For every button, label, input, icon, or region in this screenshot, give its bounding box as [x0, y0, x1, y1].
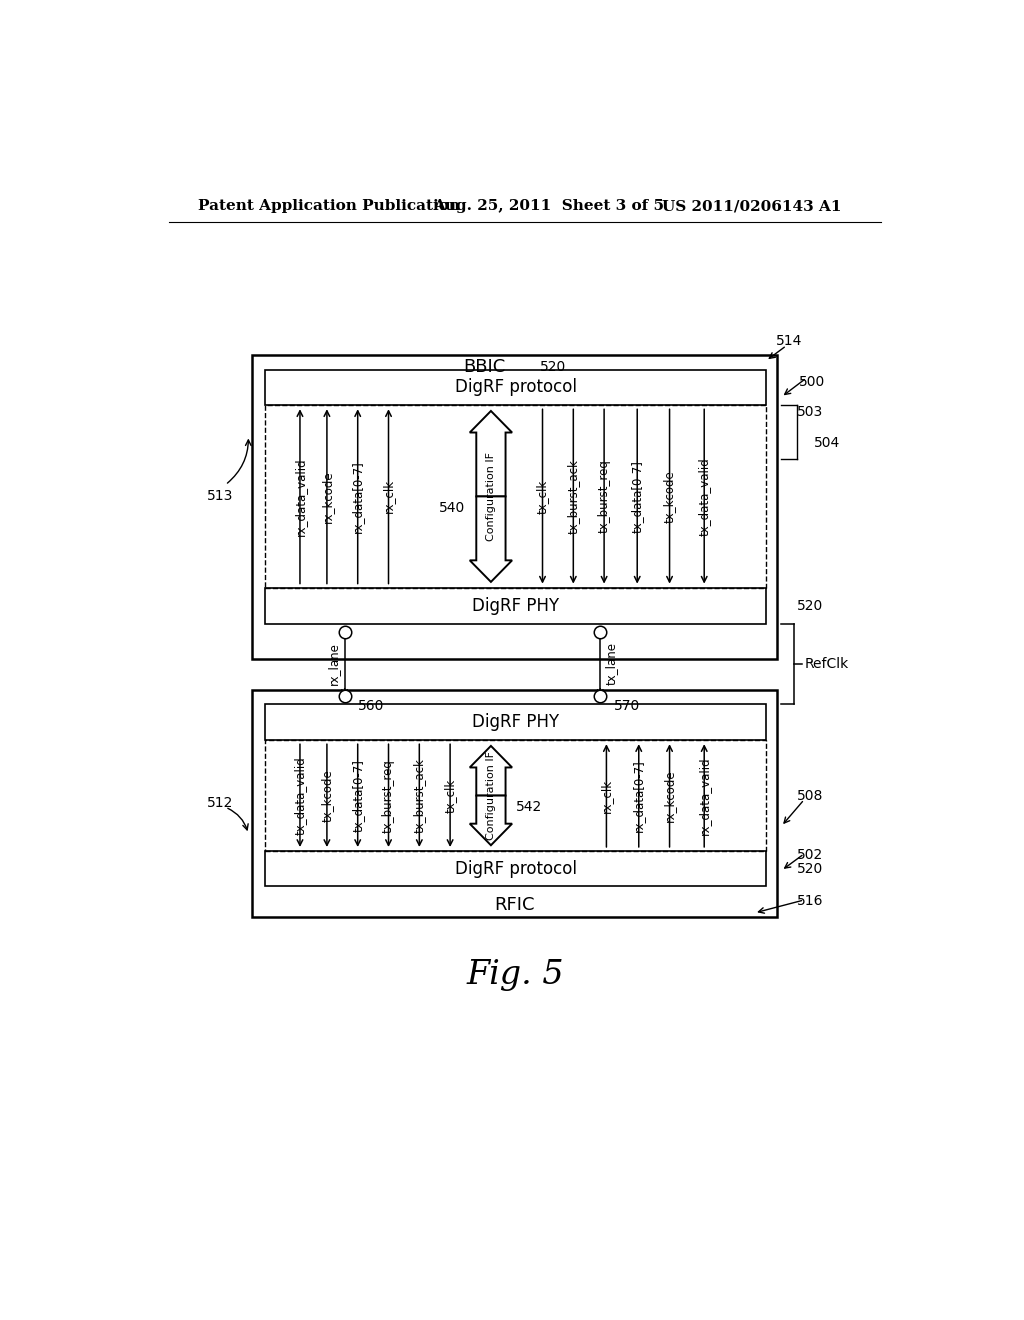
Text: 520: 520	[797, 862, 823, 875]
Text: tx_data_valid: tx_data_valid	[697, 457, 711, 536]
Text: rx_data[0-7]: rx_data[0-7]	[632, 759, 645, 832]
Text: 514: 514	[776, 334, 802, 348]
Polygon shape	[470, 411, 512, 496]
Bar	[265, 739, 766, 851]
Text: BBIC: BBIC	[463, 358, 505, 376]
Text: 508: 508	[797, 788, 823, 803]
Bar	[265, 589, 766, 624]
Text: 500: 500	[799, 375, 825, 388]
Text: DigRF protocol: DigRF protocol	[455, 379, 577, 396]
Text: 520: 520	[541, 360, 566, 374]
Text: tx_data_valid: tx_data_valid	[294, 756, 306, 836]
Text: tx_kcode: tx_kcode	[321, 770, 334, 822]
Text: 513: 513	[207, 490, 233, 503]
Text: tx_burst_ack: tx_burst_ack	[567, 459, 580, 533]
Text: tx_clk: tx_clk	[443, 779, 457, 813]
Text: 516: 516	[797, 895, 823, 908]
Text: Configuration IF: Configuration IF	[486, 751, 496, 840]
Text: rx_data_valid: rx_data_valid	[697, 756, 711, 834]
Text: 502: 502	[797, 849, 823, 862]
Bar	[265, 405, 766, 589]
Text: tx_data[0-7]: tx_data[0-7]	[351, 759, 365, 832]
Text: rx_data_valid: rx_data_valid	[294, 457, 306, 536]
Text: RefClk: RefClk	[805, 657, 849, 671]
Text: 560: 560	[358, 698, 385, 713]
Text: rx_data[0-7]: rx_data[0-7]	[351, 461, 365, 533]
Bar	[265, 704, 766, 739]
Text: tx_lane: tx_lane	[604, 643, 617, 685]
Bar	[265, 851, 766, 886]
Text: tx_data[0-7]: tx_data[0-7]	[631, 459, 644, 533]
Bar	[252, 355, 777, 659]
Text: rx_clk: rx_clk	[600, 779, 613, 813]
Bar	[265, 370, 766, 405]
Text: 540: 540	[439, 502, 466, 515]
Text: tx_burst_req: tx_burst_req	[598, 459, 610, 533]
Text: DigRF PHY: DigRF PHY	[472, 713, 559, 731]
Text: rx_lane: rx_lane	[328, 643, 340, 685]
Text: 512: 512	[207, 796, 233, 810]
Text: tx_kcode: tx_kcode	[664, 470, 676, 523]
Text: 503: 503	[797, 405, 823, 420]
Bar	[252, 689, 777, 917]
Text: tx_burst_req: tx_burst_req	[382, 759, 395, 833]
Polygon shape	[470, 746, 512, 796]
Text: Configuration IF: Configuration IF	[486, 451, 496, 541]
Text: 570: 570	[614, 698, 640, 713]
Text: tx_clk: tx_clk	[536, 479, 549, 513]
Text: DigRF PHY: DigRF PHY	[472, 597, 559, 615]
Text: 542: 542	[516, 800, 543, 814]
Text: RFIC: RFIC	[495, 895, 535, 913]
Polygon shape	[470, 496, 512, 582]
Text: rx_kcode: rx_kcode	[664, 770, 676, 822]
Text: Fig. 5: Fig. 5	[467, 958, 564, 990]
Text: rx_kcode: rx_kcode	[321, 470, 334, 523]
Text: tx_burst_ack: tx_burst_ack	[413, 758, 426, 833]
Text: 520: 520	[797, 599, 823, 614]
Text: DigRF protocol: DigRF protocol	[455, 859, 577, 878]
Polygon shape	[470, 796, 512, 845]
Text: rx_clk: rx_clk	[382, 479, 395, 513]
Text: Patent Application Publication: Patent Application Publication	[199, 199, 461, 213]
Text: US 2011/0206143 A1: US 2011/0206143 A1	[662, 199, 842, 213]
Text: 504: 504	[814, 437, 841, 450]
Text: Aug. 25, 2011  Sheet 3 of 5: Aug. 25, 2011 Sheet 3 of 5	[433, 199, 665, 213]
